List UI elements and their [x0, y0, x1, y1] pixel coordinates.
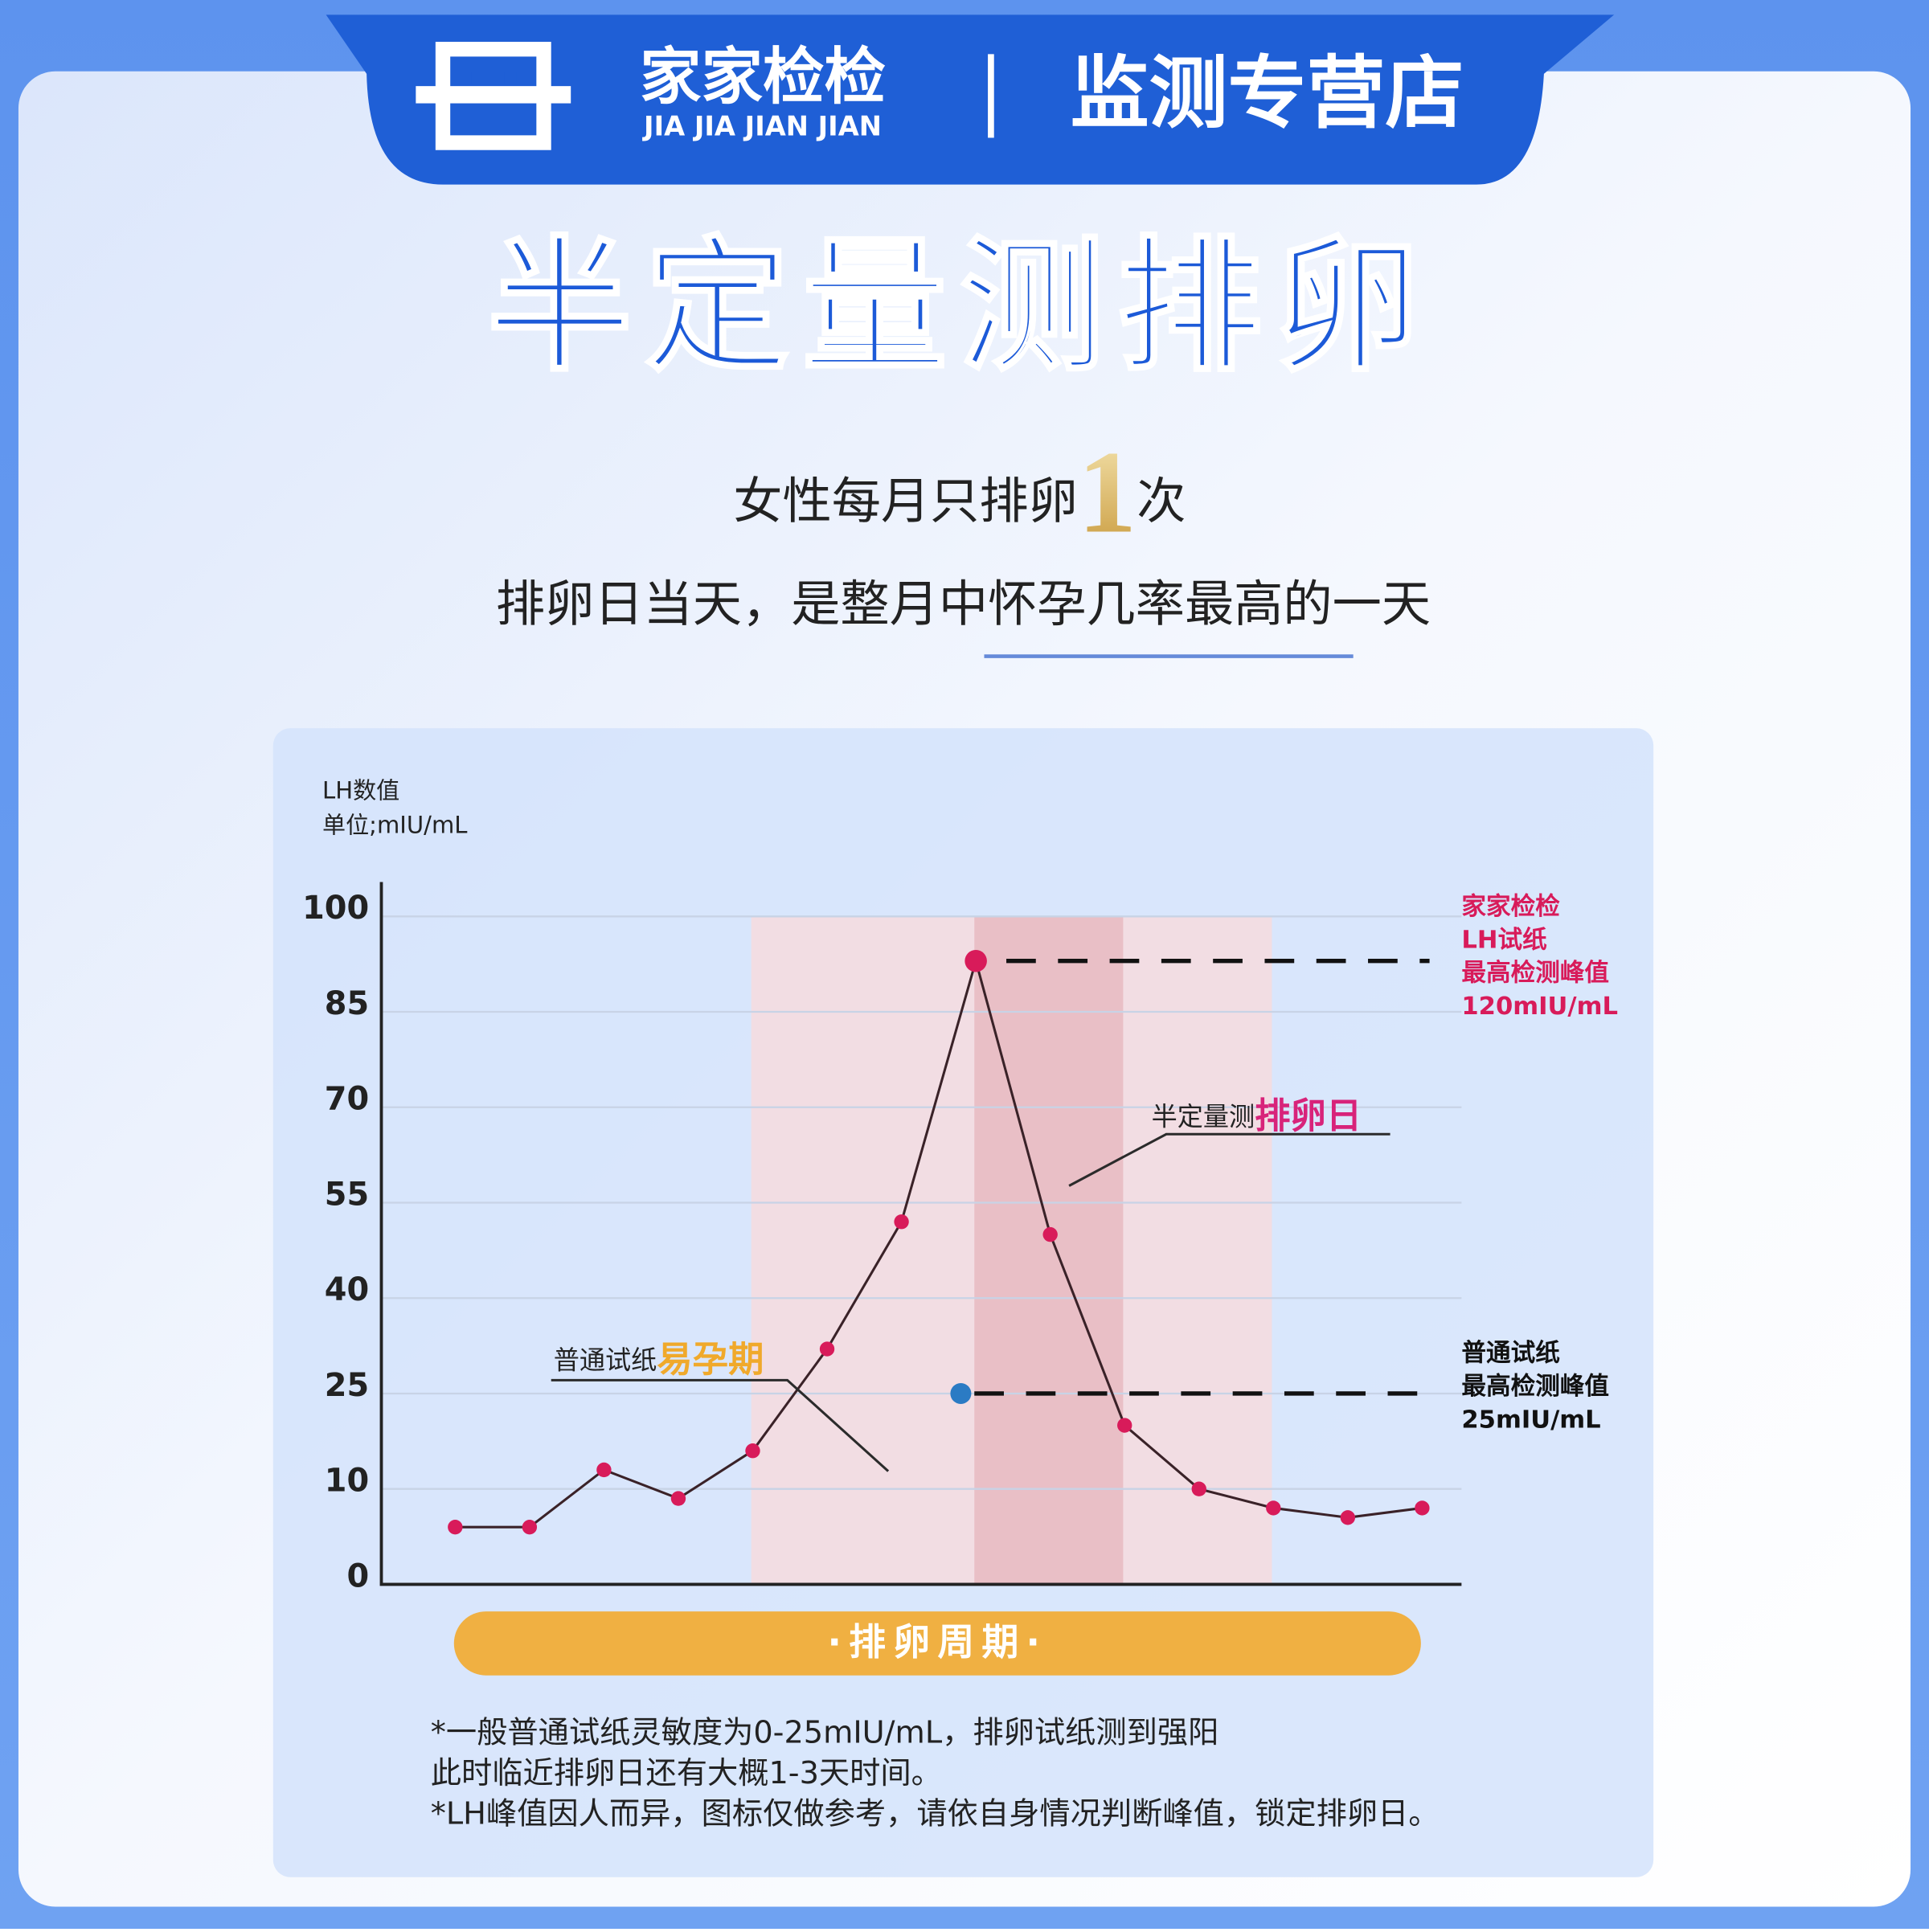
- title: 半定量测排卵: [487, 222, 1432, 391]
- subtitle: 女性每月只排卵1次: [733, 426, 1186, 557]
- point: [596, 1462, 612, 1478]
- callout-emphasis: 排卵日: [1255, 1095, 1362, 1136]
- logo: [416, 42, 571, 150]
- normal-peak-annotation: 最高检测峰值: [1461, 1372, 1609, 1401]
- subtitle-text: 女性每月只排卵: [733, 473, 1078, 530]
- y-tick-label: 10: [325, 1463, 369, 1500]
- banner: [326, 14, 1615, 185]
- x-label-pill: [453, 1611, 1421, 1676]
- point: [670, 1491, 686, 1506]
- point: [819, 1341, 835, 1357]
- normal-peak-annotation: 25mIU/mL: [1461, 1406, 1600, 1434]
- callout: 半定量测排卵日: [1152, 1095, 1362, 1136]
- note: *LH峰值因人而异，图标仅做参考，请依自身情况判断峰值，锁定排卵日。: [431, 1796, 1440, 1832]
- point: [1340, 1510, 1356, 1525]
- brand-en: JIA JIA JIAN JIAN: [642, 111, 882, 142]
- subtitle-number: 1: [1078, 426, 1137, 557]
- reference-point: [950, 1382, 972, 1404]
- callout-line: [551, 1378, 890, 1472]
- point: [1042, 1226, 1058, 1242]
- x-label: ·排卵周期·: [828, 1620, 1048, 1664]
- y-tick-label: 25: [325, 1367, 369, 1404]
- brand: 家家检检: [640, 42, 886, 113]
- normal-peak-annotation: 普通试纸: [1461, 1340, 1560, 1368]
- y-label: LH数值: [322, 777, 399, 804]
- callout-emphasis: 易孕期: [657, 1339, 764, 1380]
- y-tick-label: 0: [346, 1557, 369, 1594]
- point: [964, 949, 987, 972]
- point: [1266, 1500, 1281, 1516]
- axis: [379, 882, 1462, 1586]
- y-tick-label: 85: [325, 985, 369, 1022]
- divider: [988, 54, 994, 138]
- y-tick-label: 100: [302, 890, 369, 927]
- peak-annotation: LH试纸: [1461, 926, 1547, 954]
- point: [1415, 1500, 1430, 1516]
- peak-annotation: 120mIU/mL: [1461, 993, 1618, 1021]
- point: [1117, 1418, 1132, 1433]
- subtitle-text: 次: [1137, 473, 1186, 530]
- callout-text: 普通试纸: [554, 1345, 657, 1375]
- underline: [984, 654, 1354, 658]
- peak-annotation: 最高检测峰值: [1461, 959, 1609, 988]
- callout-line: [1068, 1132, 1390, 1187]
- store: 监测专营店: [1071, 47, 1464, 139]
- peak-annotation: 家家检检: [1461, 892, 1560, 921]
- point: [745, 1443, 760, 1459]
- point: [448, 1520, 463, 1535]
- y-label: 单位;mIU/mL: [322, 812, 468, 839]
- line: [455, 956, 1423, 1529]
- callout-text: 半定量测: [1152, 1101, 1255, 1132]
- tagline: 排卵日当天，是整月中怀孕几率最高的一天: [496, 576, 1431, 633]
- note: *一般普通试纸灵敏度为0-25mIU/mL，排卵试纸测到强阳: [431, 1715, 1219, 1751]
- y-tick-label: 70: [325, 1081, 369, 1118]
- band: [974, 916, 1124, 1585]
- callout: 普通试纸易孕期: [554, 1339, 764, 1380]
- y-tick-label: 40: [325, 1271, 369, 1308]
- point: [522, 1520, 538, 1535]
- point: [894, 1214, 909, 1230]
- point: [1191, 1481, 1206, 1496]
- note: 此时临近排卵日还有大概1-3天时间。: [431, 1755, 942, 1791]
- y-tick-label: 55: [325, 1176, 369, 1213]
